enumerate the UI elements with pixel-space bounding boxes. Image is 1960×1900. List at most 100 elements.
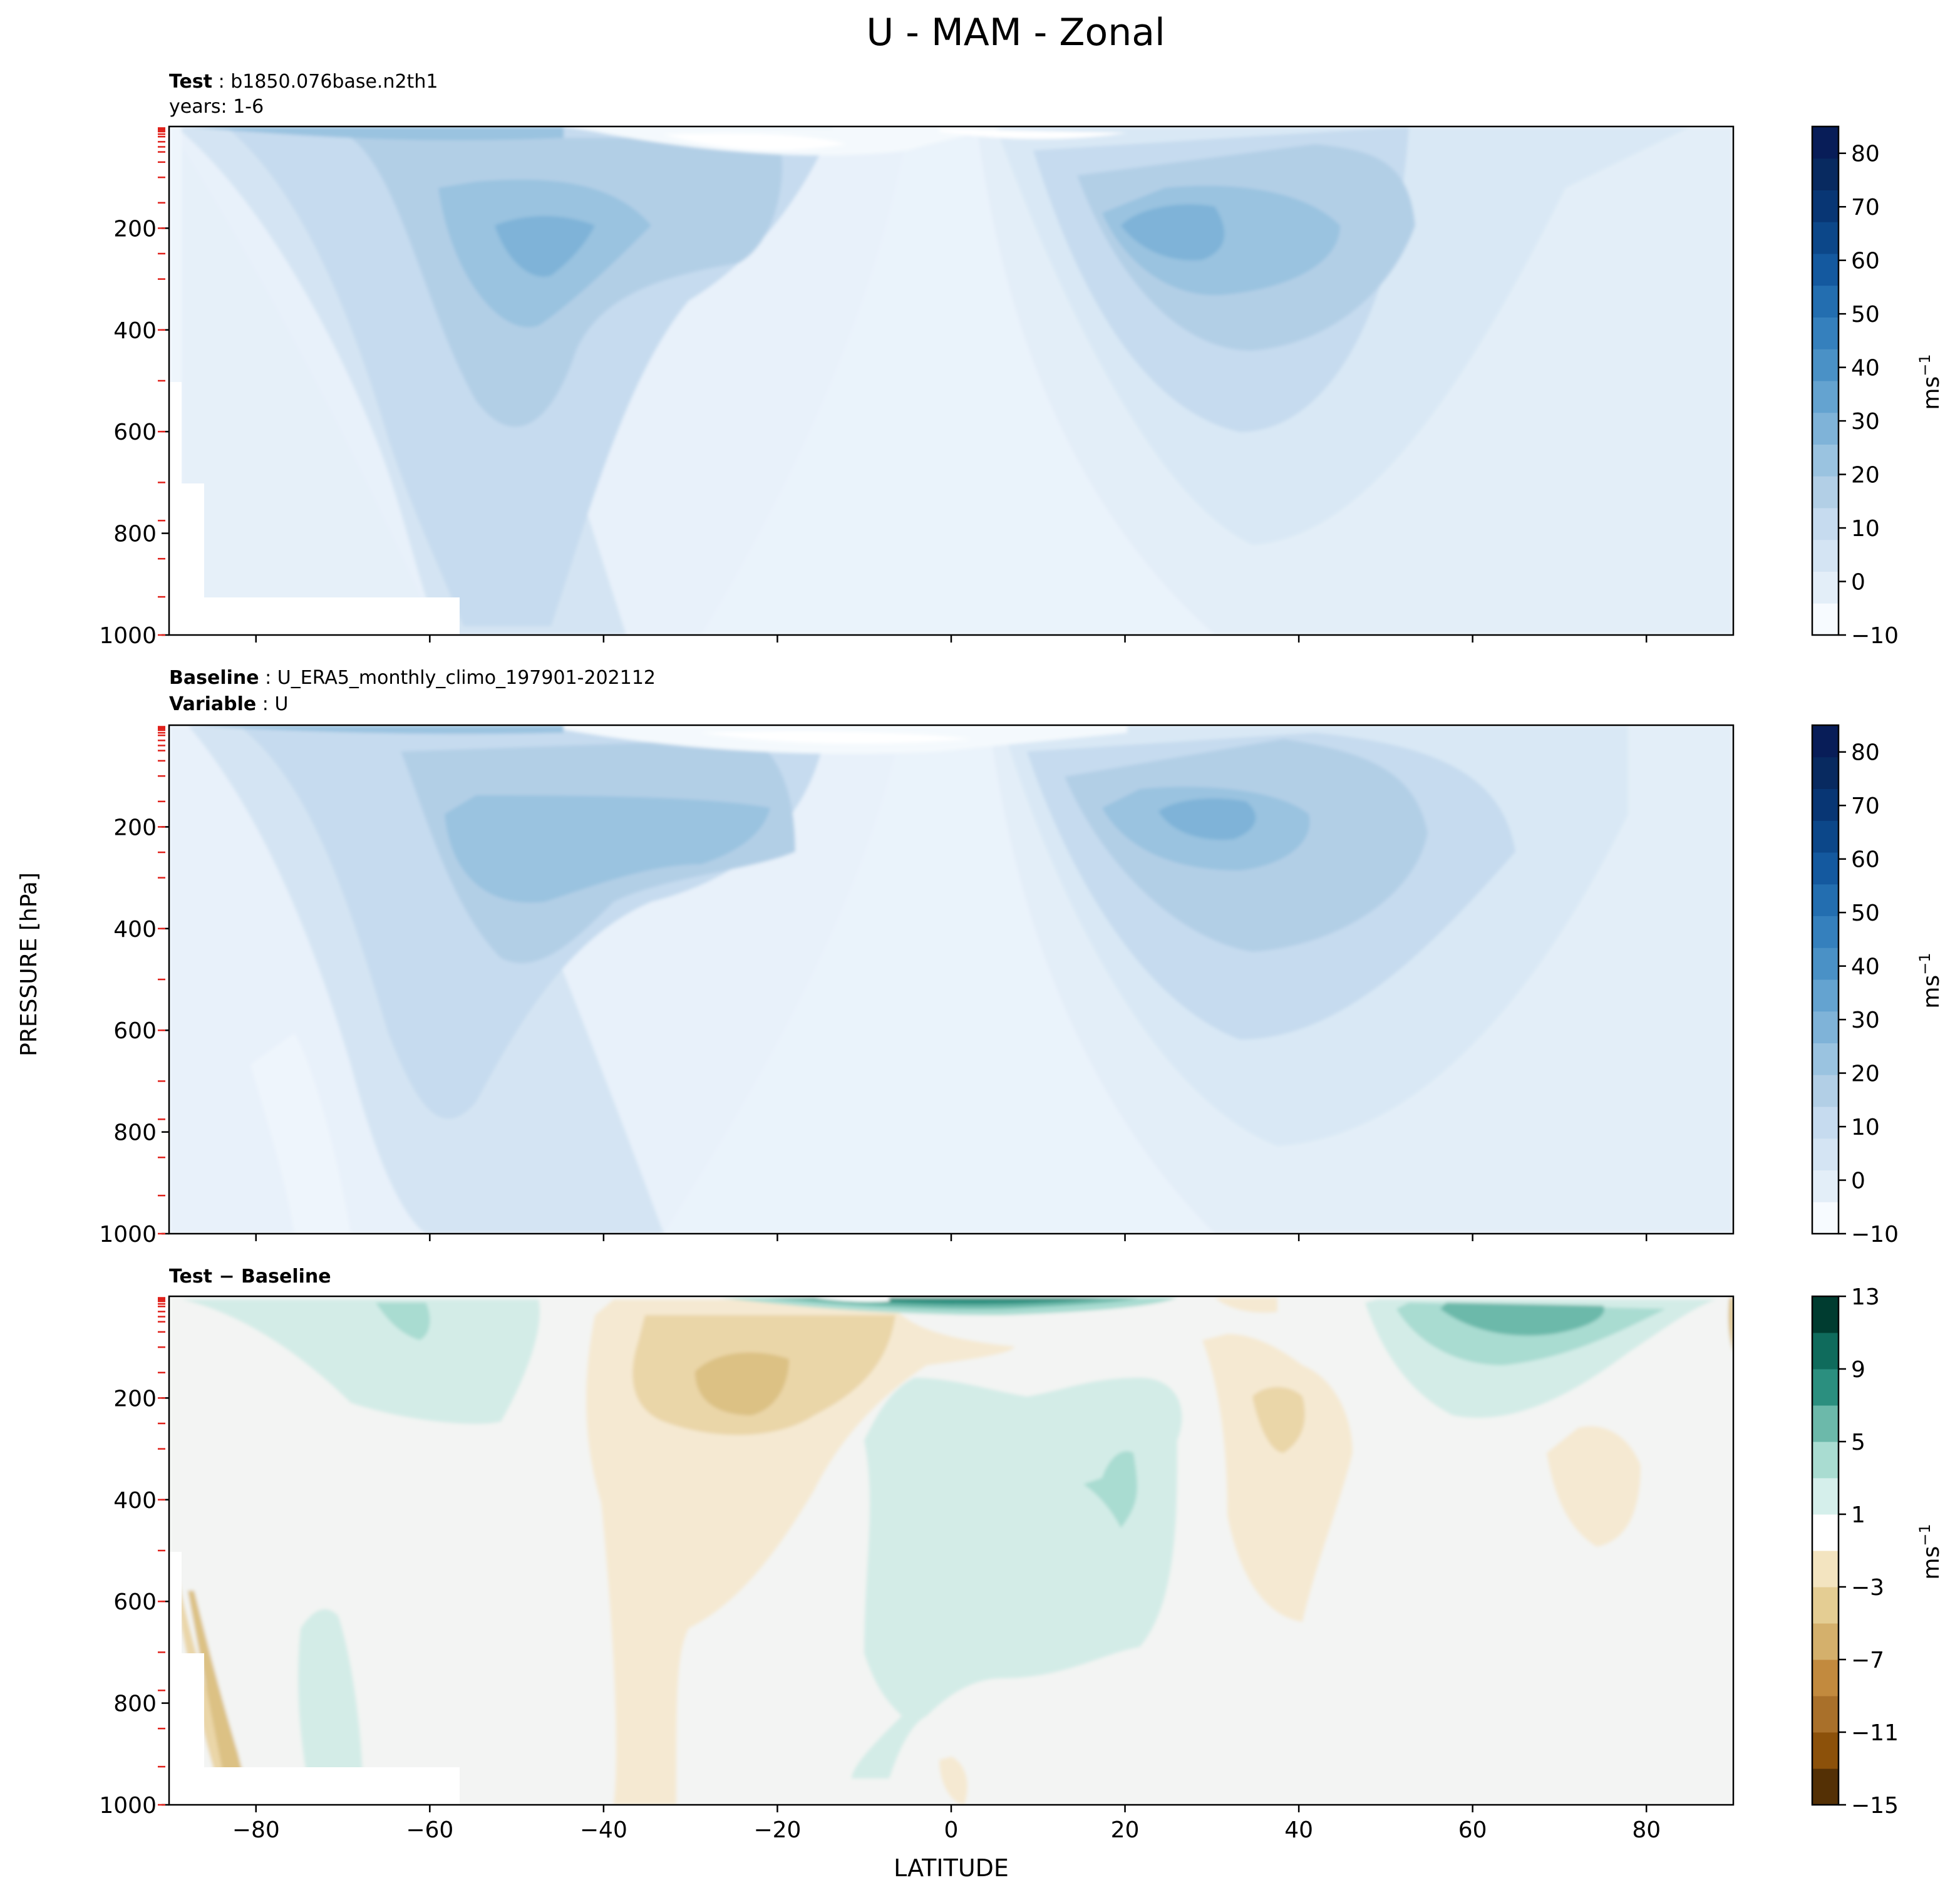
colorbar-tick-label: −7 [1851, 1648, 1884, 1673]
y-tick-label: 400 [113, 917, 157, 942]
colorbar-baseline-units: ms−1 [1916, 953, 1944, 1008]
colorbar-difference: −15 −11 −7 −3 1 5 9 13 [1811, 1284, 1899, 1819]
panel-1-header-line-2: Variable : U [169, 693, 288, 715]
colorbar-segment [1812, 571, 1839, 604]
colorbar-segment [1812, 603, 1839, 636]
colorbar-tick-label: 60 [1851, 847, 1880, 873]
colorbar-segment [1812, 820, 1839, 853]
x-tick-label: 20 [1111, 1817, 1140, 1843]
panel-1-header-line-1: Baseline : U_ERA5_monthly_climo_197901-2… [169, 667, 656, 689]
colorbar-tick-label: 50 [1851, 302, 1880, 328]
colorbar-tick-label: 70 [1851, 793, 1880, 819]
y-tick-label: 600 [113, 1018, 157, 1044]
y-axis-label: PRESSURE [hPa] [16, 872, 42, 1056]
panel-test-missing-region [169, 382, 460, 635]
colorbar-segment [1812, 476, 1839, 509]
colorbar-tick-label: 40 [1851, 356, 1880, 381]
colorbar-segment [1812, 947, 1839, 980]
y-tick-label: 600 [113, 1589, 157, 1615]
colorbar-segment [1812, 916, 1839, 948]
colorbar-tick-label: −3 [1851, 1575, 1884, 1601]
colorbar-tick-label: 30 [1851, 409, 1880, 435]
colorbar-segment [1812, 508, 1839, 540]
x-tick-label: −60 [406, 1817, 453, 1843]
colorbar-segment [1812, 1107, 1839, 1139]
colorbar-segment [1812, 1768, 1839, 1805]
colorbar-tick-label: 30 [1851, 1008, 1880, 1033]
panel-baseline-plot: 200 400 600 800 1000 [99, 724, 1735, 1247]
colorbar-test-units: ms−1 [1916, 354, 1944, 410]
colorbar-segment [1812, 725, 1839, 758]
colorbar-segment [1812, 1551, 1839, 1588]
colorbar-tick-label: 0 [1851, 570, 1865, 596]
colorbar-segment [1812, 1587, 1839, 1624]
colorbar-segment [1812, 1369, 1839, 1406]
y-tick-label: 1000 [99, 623, 157, 649]
panel-difference-contours [169, 1296, 1733, 1805]
colorbar-segment [1812, 979, 1839, 1012]
x-tick-label: −40 [580, 1817, 627, 1843]
colorbar-tick-label: 80 [1851, 142, 1880, 167]
colorbar-segment [1812, 1660, 1839, 1696]
colorbar-segment [1812, 1202, 1839, 1234]
x-tick-label: −20 [753, 1817, 801, 1843]
colorbar-frame [1811, 125, 1840, 636]
colorbar-segment [1812, 222, 1839, 254]
colorbar-segment [1812, 1514, 1839, 1551]
panel-difference-missing-region [169, 1552, 460, 1805]
y-tick-label: 1000 [99, 1793, 157, 1819]
colorbar-segment [1812, 884, 1839, 916]
x-tick-label: −80 [232, 1817, 280, 1843]
colorbar-tick-label: 20 [1851, 1061, 1880, 1087]
colorbar-tick-label: 20 [1851, 463, 1880, 488]
y-tick-label: 1000 [99, 1222, 157, 1247]
colorbar-segment [1812, 254, 1839, 286]
colorbar-frame [1811, 724, 1840, 1235]
colorbar-segment [1812, 1696, 1839, 1733]
y-tick-label: 200 [113, 1386, 157, 1412]
colorbar-segment [1812, 190, 1839, 222]
colorbar-tick-label: 70 [1851, 195, 1880, 220]
colorbar-baseline: −10 0 10 20 30 40 50 60 70 80 [1811, 724, 1899, 1247]
colorbar-tick-label: 5 [1851, 1430, 1865, 1455]
colorbar-segment [1812, 1043, 1839, 1075]
colorbar-segment [1812, 285, 1839, 318]
colorbar-segment [1812, 1296, 1839, 1333]
colorbar-tick-label: −10 [1851, 623, 1899, 649]
colorbar-tick-label: 10 [1851, 1115, 1880, 1140]
colorbar-tick-label: 13 [1851, 1284, 1880, 1310]
colorbar-tick-label: 50 [1851, 901, 1880, 926]
figure-title: U - MAM - Zonal [866, 11, 1165, 54]
colorbar-segment [1812, 1075, 1839, 1107]
panel-difference-plot: −80 −60 −40 −20 0 20 40 60 80 200 400 600 800 1000 [99, 1295, 1735, 1843]
colorbar-frame [1811, 1295, 1840, 1806]
panel-0-header-line-2: years: 1-6 [169, 96, 264, 118]
y-tick-label: 800 [113, 1691, 157, 1717]
colorbar-segment [1812, 1478, 1839, 1515]
x-tick-label: 40 [1284, 1817, 1313, 1843]
colorbar-test: −10 0 10 20 30 40 50 60 70 80 [1811, 125, 1899, 649]
colorbar-segment [1812, 1333, 1839, 1370]
y-tick-label: 800 [113, 1120, 157, 1146]
panel-test-plot: 200 400 600 800 1000 [99, 125, 1735, 649]
y-tick-label: 400 [113, 1488, 157, 1514]
colorbar-tick-label: −10 [1851, 1222, 1899, 1247]
colorbar-segment [1812, 1138, 1839, 1170]
colorbar-segment [1812, 788, 1839, 821]
panel-test-contours [169, 126, 1733, 635]
colorbar-segment [1812, 381, 1839, 413]
x-tick-label: 80 [1632, 1817, 1661, 1843]
colorbar-segment [1812, 539, 1839, 572]
colorbar-segment [1812, 1011, 1839, 1043]
colorbar-tick-label: 1 [1851, 1502, 1865, 1528]
colorbar-tick-label: 10 [1851, 516, 1880, 542]
colorbar-segment [1812, 1442, 1839, 1479]
colorbar-tick-label: −15 [1851, 1793, 1899, 1819]
x-tick-label: 60 [1458, 1817, 1487, 1843]
colorbar-segment [1812, 126, 1839, 159]
x-axis-label: LATITUDE [894, 1854, 1009, 1882]
colorbar-tick-label: −11 [1851, 1720, 1899, 1746]
colorbar-segment [1812, 158, 1839, 190]
colorbar-tick-label: 40 [1851, 954, 1880, 980]
